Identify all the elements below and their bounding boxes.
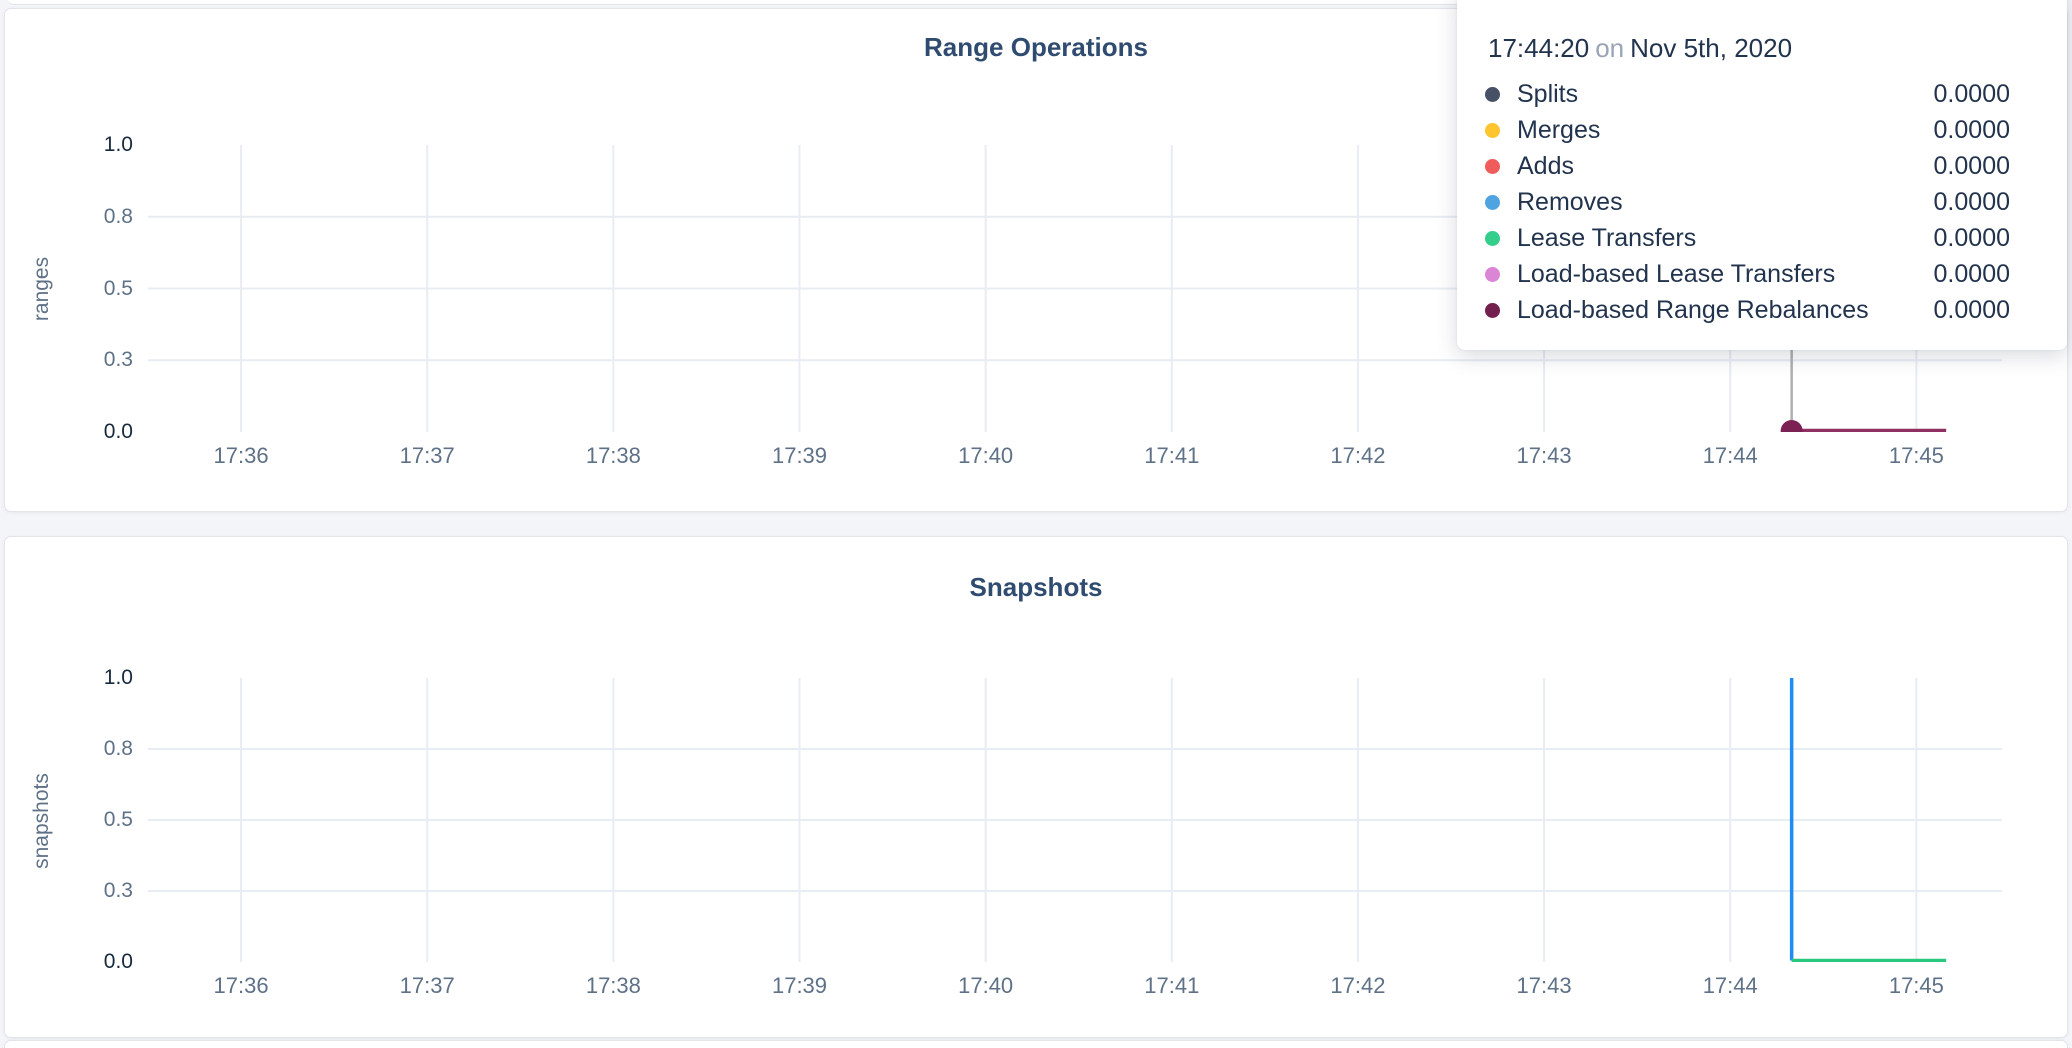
- series-label: Merges: [1517, 115, 1601, 144]
- x-tick-label: 17:45: [1888, 443, 1944, 468]
- y-tick-label: 0.5: [103, 808, 133, 831]
- chart-title-range-operations: Range Operations: [924, 32, 1148, 62]
- hover-point-dot: [1780, 420, 1803, 432]
- x-tick-label: 17:44: [1702, 443, 1758, 468]
- x-tick-label: 17:43: [1516, 443, 1572, 468]
- x-tick-label: 17:40: [958, 443, 1014, 468]
- y-tick-label: 0.8: [103, 737, 133, 760]
- tooltip-legend-row: Splits 0.0000: [1457, 76, 2067, 112]
- chart-canvas: [148, 678, 2002, 962]
- x-tick-label: 17:40: [958, 973, 1014, 998]
- series-color-dot-icon: [1485, 158, 1500, 174]
- x-tick-label: 17:44: [1702, 973, 1758, 998]
- series-color-dot-icon: [1485, 302, 1500, 318]
- tooltip-legend-row: Removes 0.0000: [1457, 184, 2067, 220]
- x-tick-label: 17:38: [585, 973, 641, 998]
- hover-tooltip: 17:44:20 on Nov 5th, 2020 Splits 0.0000 Merg…: [1457, 0, 2067, 350]
- series-value: 0.0000: [1933, 115, 2010, 144]
- series-value: 0.0000: [1933, 223, 2010, 252]
- y-tick-label: 0.8: [103, 204, 133, 228]
- x-tick-label: 17:39: [771, 973, 828, 998]
- x-tick-label: 17:37: [399, 973, 455, 998]
- series-color-dot-icon: [1485, 86, 1500, 102]
- tooltip-legend-row: Adds 0.0000: [1457, 148, 2067, 184]
- y-tick-label: 1.0: [103, 666, 133, 689]
- x-tick-label: 17:42: [1330, 973, 1386, 998]
- series-color-dot-icon: [1485, 122, 1500, 138]
- x-tick-label: 17:39: [771, 443, 828, 468]
- tooltip-time: 17:44:20: [1488, 33, 1590, 63]
- chart-title-snapshots: Snapshots: [969, 572, 1103, 602]
- tooltip-header: 17:44:20 on Nov 5th, 2020: [1488, 32, 2010, 64]
- y-tick-label: 0.3: [103, 348, 133, 372]
- previous-card-bottom-edge: [8, 0, 2062, 5]
- series-color-dot-icon: [1485, 230, 1500, 246]
- series-value: 0.0000: [1933, 79, 2010, 108]
- tooltip-connector: on: [1595, 33, 1625, 63]
- tooltip-date: Nov 5th, 2020: [1630, 33, 1793, 63]
- x-tick-label: 17:41: [1144, 443, 1200, 468]
- series-label: Removes: [1517, 187, 1623, 216]
- x-tick-label: 17:36: [213, 443, 269, 468]
- tooltip-legend-row: Load-based Range Rebalances 0.0000: [1457, 292, 2067, 328]
- y-tick-label: 1.0: [103, 133, 133, 156]
- x-tick-label: 17:42: [1330, 443, 1386, 468]
- x-tick-label: 17:36: [213, 973, 269, 998]
- series-value: 0.0000: [1933, 259, 2010, 288]
- series-label: Adds: [1517, 151, 1574, 180]
- tooltip-legend-row: Merges 0.0000: [1457, 112, 2067, 148]
- y-tick-label: 0.5: [103, 276, 133, 300]
- y-tick-label: 0.3: [103, 879, 133, 902]
- series-value: 0.0000: [1933, 151, 2010, 180]
- series-label: Load-based Range Rebalances: [1517, 295, 1869, 324]
- x-tick-label: 17:38: [585, 443, 641, 468]
- series-value: 0.0000: [1933, 187, 2010, 216]
- y-tick-label: 0.0: [103, 420, 133, 443]
- series-color-dot-icon: [1485, 194, 1500, 210]
- snapshots-plot-area[interactable]: [148, 678, 2002, 962]
- x-tick-label: 17:43: [1516, 973, 1572, 998]
- tooltip-legend-row: Lease Transfers 0.0000: [1457, 220, 2067, 256]
- x-tick-label: 17:41: [1144, 973, 1200, 998]
- snapshots-card: [4, 536, 2068, 1038]
- tooltip-legend-rows: Splits 0.0000 Merges 0.0000 Adds 0.0000 Remove…: [1457, 76, 2067, 328]
- series-value: 0.0000: [1933, 295, 2010, 324]
- y-axis-label-ranges: ranges: [30, 256, 53, 322]
- series-label: Load-based Lease Transfers: [1517, 259, 1836, 288]
- x-tick-label: 17:37: [399, 443, 455, 468]
- series-color-dot-icon: [1485, 266, 1500, 282]
- y-axis-label-snapshots: snapshots: [30, 773, 53, 869]
- next-card-top-edge: [4, 1040, 2068, 1048]
- x-tick-label: 17:45: [1888, 973, 1944, 998]
- series-label: Splits: [1517, 79, 1579, 108]
- tooltip-legend-row: Load-based Lease Transfers 0.0000: [1457, 256, 2067, 292]
- series-label: Lease Transfers: [1517, 223, 1697, 252]
- y-tick-label: 0.0: [103, 950, 133, 973]
